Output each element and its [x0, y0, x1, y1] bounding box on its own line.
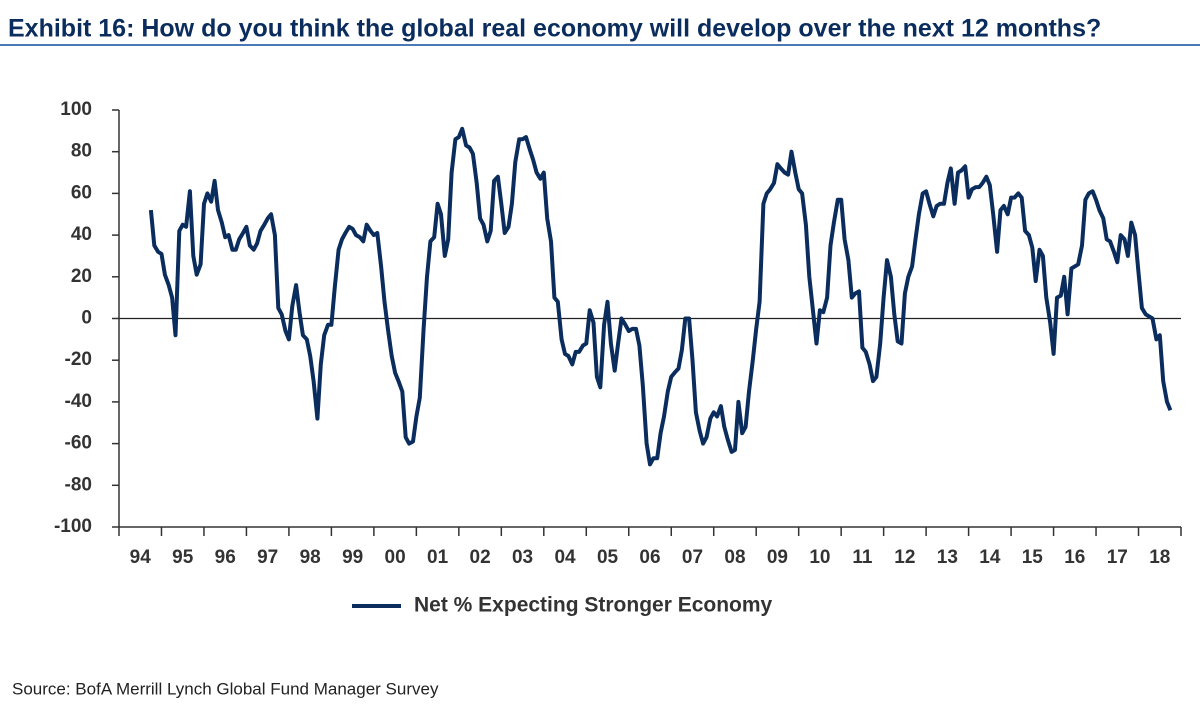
legend-label: Net % Expecting Stronger Economy	[414, 594, 773, 617]
y-tick-label: 100	[60, 99, 92, 120]
x-tick-label: 00	[385, 547, 406, 568]
x-tick-label: 05	[597, 547, 619, 568]
y-tick-label: -60	[65, 433, 92, 454]
x-tick-label: 11	[852, 547, 873, 568]
y-tick-label: 80	[71, 141, 92, 162]
x-tick-label: 08	[724, 547, 745, 568]
y-tick-label: -20	[65, 349, 92, 370]
x-tick-label: 04	[554, 547, 576, 568]
y-tick-label: -100	[54, 516, 92, 537]
chart-title: Exhibit 16: How do you think the global …	[8, 15, 1101, 43]
x-tick-label: 16	[1064, 547, 1085, 568]
source-note: Source: BofA Merrill Lynch Global Fund M…	[12, 679, 439, 698]
x-tick-label: 10	[809, 547, 830, 568]
x-tick-label: 07	[682, 547, 703, 568]
x-tick-label: 01	[427, 547, 449, 568]
data-line	[148, 126, 1173, 467]
x-tick-label: 13	[937, 547, 958, 568]
x-tick-label: 18	[1149, 547, 1170, 568]
x-tick-label: 94	[130, 547, 152, 568]
title-rule	[0, 44, 1200, 46]
y-tick-label: -80	[65, 474, 92, 495]
x-tick-label: 02	[470, 547, 491, 568]
y-tick-label: -40	[65, 391, 92, 412]
x-tick-label: 14	[979, 547, 1001, 568]
x-tick-label: 15	[1022, 547, 1044, 568]
x-tick-label: 98	[300, 547, 321, 568]
x-tick-label: 06	[639, 547, 660, 568]
x-tick-label: 95	[172, 547, 194, 568]
x-tick-label: 97	[257, 547, 278, 568]
x-tick-label: 96	[215, 547, 236, 568]
y-tick-label: 40	[71, 224, 92, 245]
x-tick-label: 03	[512, 547, 533, 568]
x-tick-label: 09	[767, 547, 788, 568]
y-tick-label: 20	[71, 266, 92, 287]
y-tick-label: 0	[81, 308, 92, 329]
x-tick-label: 12	[894, 547, 915, 568]
x-tick-label: 99	[342, 547, 363, 568]
x-tick-label: 17	[1107, 547, 1128, 568]
y-tick-label: 60	[71, 182, 92, 203]
